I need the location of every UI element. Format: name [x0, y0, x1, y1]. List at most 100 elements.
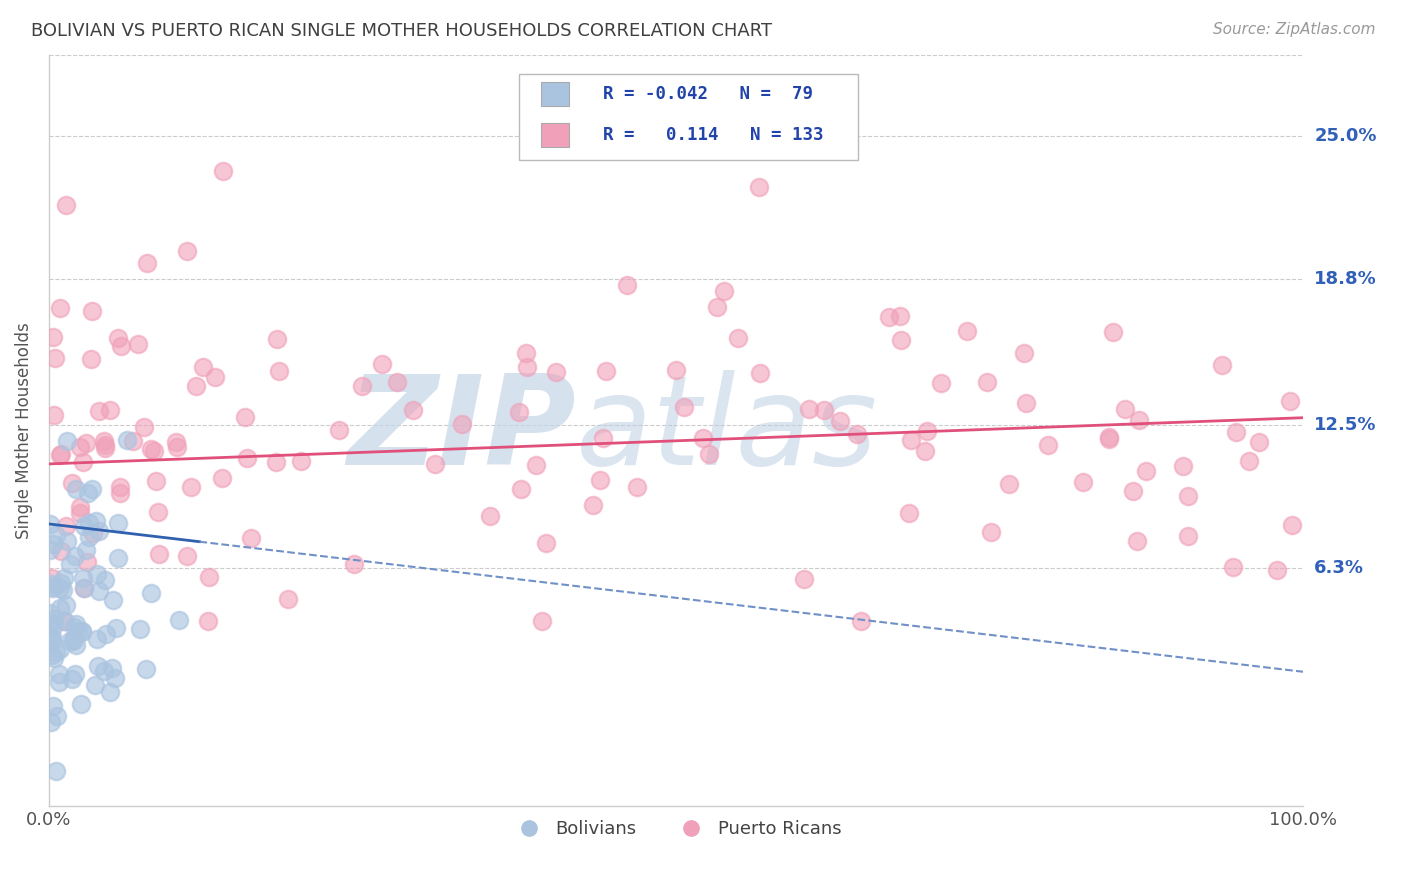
Point — [998, 477, 1021, 491]
Point — [53, 571, 76, 585]
Point — [72, 624, 94, 639]
Text: R =   0.114   N = 133: R = 0.114 N = 133 — [603, 126, 824, 144]
Text: atlas: atlas — [575, 370, 877, 491]
Point — [236, 451, 259, 466]
Point — [39, 577, 62, 591]
Point — [516, 360, 538, 375]
Point — [1135, 464, 1157, 478]
Point — [665, 363, 688, 377]
Point — [748, 366, 770, 380]
Point — [526, 458, 548, 473]
Point — [510, 482, 533, 496]
Point — [49, 600, 72, 615]
Point — [423, 457, 446, 471]
Bar — [540, 82, 568, 106]
Point — [39, 606, 62, 620]
Point — [65, 482, 87, 496]
Text: R = -0.042   N =  79: R = -0.042 N = 79 — [603, 85, 813, 103]
Point — [713, 284, 735, 298]
Point — [65, 617, 87, 632]
Point — [65, 638, 87, 652]
Point — [41, 648, 63, 662]
Point — [1012, 346, 1035, 360]
Point — [72, 581, 94, 595]
Point — [93, 664, 115, 678]
Point — [204, 370, 226, 384]
Point — [84, 514, 107, 528]
Text: ZIP: ZIP — [347, 370, 575, 491]
Point — [77, 530, 100, 544]
Legend: Bolivians, Puerto Ricans: Bolivians, Puerto Ricans — [503, 813, 849, 846]
Point — [41, 571, 63, 585]
Point — [98, 685, 121, 699]
Bar — [540, 123, 568, 146]
Point — [1122, 484, 1144, 499]
Point — [60, 476, 83, 491]
Point — [69, 506, 91, 520]
Point — [72, 571, 94, 585]
Point — [110, 339, 132, 353]
Point — [86, 632, 108, 647]
Point — [146, 505, 169, 519]
Point — [589, 473, 612, 487]
Point — [75, 543, 97, 558]
Point — [530, 614, 553, 628]
Point — [385, 375, 408, 389]
Point — [42, 582, 65, 596]
Point — [70, 624, 93, 639]
Point — [59, 557, 82, 571]
Point — [1237, 454, 1260, 468]
Point — [142, 443, 165, 458]
Point — [139, 442, 162, 457]
Point — [478, 509, 501, 524]
Point — [1265, 563, 1288, 577]
Point — [212, 163, 235, 178]
Point — [350, 379, 373, 393]
Point — [59, 634, 82, 648]
Point — [94, 573, 117, 587]
Point — [233, 409, 256, 424]
Point — [148, 547, 170, 561]
Point — [1281, 517, 1303, 532]
Point — [63, 632, 86, 647]
Point — [86, 567, 108, 582]
Point — [980, 524, 1002, 539]
Y-axis label: Single Mother Households: Single Mother Households — [15, 322, 32, 539]
Point — [93, 434, 115, 448]
Point — [39, 635, 62, 649]
Point — [134, 420, 156, 434]
Point — [931, 376, 953, 391]
Point — [107, 516, 129, 531]
Point — [166, 440, 188, 454]
Point — [129, 622, 152, 636]
Point — [104, 671, 127, 685]
Point — [692, 431, 714, 445]
Point — [80, 482, 103, 496]
Text: Source: ZipAtlas.com: Source: ZipAtlas.com — [1212, 22, 1375, 37]
Point — [135, 662, 157, 676]
Point — [956, 324, 979, 338]
Point — [77, 486, 100, 500]
Point — [269, 364, 291, 378]
Point — [63, 666, 86, 681]
Point — [191, 360, 214, 375]
Point — [898, 506, 921, 520]
Point — [73, 581, 96, 595]
Point — [846, 427, 869, 442]
Point — [165, 434, 187, 449]
Point — [115, 433, 138, 447]
Point — [56, 534, 79, 549]
Point — [42, 699, 65, 714]
Point — [508, 405, 530, 419]
Point — [49, 301, 72, 315]
Point — [198, 570, 221, 584]
Point — [915, 424, 938, 438]
Point — [62, 620, 84, 634]
Point — [42, 612, 65, 626]
Text: 18.8%: 18.8% — [1315, 270, 1376, 288]
Point — [122, 434, 145, 448]
Point — [180, 480, 202, 494]
Point — [451, 417, 474, 432]
Point — [75, 436, 97, 450]
Point — [1126, 533, 1149, 548]
